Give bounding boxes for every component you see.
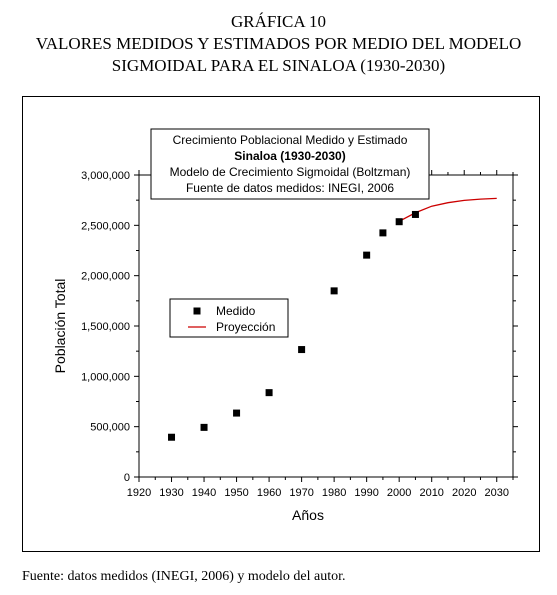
chart-title-box [150,128,430,200]
data-point-medido [265,389,273,397]
chart-title-line4: Fuente de datos medidos: INEGI, 2006 [186,181,394,195]
x-tick-label: 2010 [419,487,443,499]
chart-title-line3: Modelo de Crecimiento Sigmoidal (Boltzma… [170,165,411,179]
legend-marker-medido [193,307,201,315]
chart: 1920 1930 1940 1950 1960 1970 1980 1990 2000 2010… [52,128,518,523]
legend [169,298,289,338]
data-point-medido [395,218,403,226]
legend-label-medido: Medido [216,304,256,318]
x-tick-label: 1970 [289,487,313,499]
figure-title-line2: SIGMOIDAL PARA EL SINALOA (1930-2030) [111,56,446,75]
data-point-medido [168,433,176,441]
data-point-medido [200,423,208,431]
data-point-medido [379,229,387,237]
y-tick-label: 1,000,000 [81,371,130,383]
legend-label-proyeccion: Proyección [216,320,275,334]
y-tick-label: 500,000 [90,422,130,434]
x-axis-label: Años [292,507,324,523]
figure-footnote: Fuente: datos medidos (INEGI, 2006) y mo… [22,569,346,584]
data-point-medido [330,287,338,295]
data-point-medido [233,409,241,417]
chart-title-line1: Crecimiento Poblacional Medido y Estimad… [173,133,408,147]
x-tick-label: 1940 [192,487,216,499]
x-tick-label: 1980 [322,487,346,499]
data-point-medido [411,210,419,218]
x-tick-label: 2020 [452,487,476,499]
x-tick-label: 1990 [354,487,378,499]
y-tick-label: 1,500,000 [81,321,130,333]
y-tick-label: 3,000,000 [81,170,130,182]
data-point-medido [298,346,306,354]
y-tick-label: 2,000,000 [81,271,130,283]
y-axis-label: Población Total [52,279,68,374]
x-tick-label: 2030 [484,487,508,499]
x-tick-label: 1960 [257,487,281,499]
x-tick-label: 1950 [224,487,248,499]
data-point-medido [363,251,371,259]
x-tick-label: 1930 [159,487,183,499]
figure-title-line1: VALORES MEDIDOS Y ESTIMADOS POR MEDIO DE… [35,34,522,53]
figure-number: GRÁFICA 10 [231,12,326,31]
chart-frame: 1920 1930 1940 1950 1960 1970 1980 1990 2000 2010… [22,96,540,552]
x-tick-label: 2000 [387,487,411,499]
y-tick-label: 2,500,000 [81,220,130,232]
y-tick-label: 0 [124,472,130,484]
x-tick-label: 1920 [127,487,151,499]
chart-title-line2: Sinaloa (1930-2030) [234,149,345,163]
